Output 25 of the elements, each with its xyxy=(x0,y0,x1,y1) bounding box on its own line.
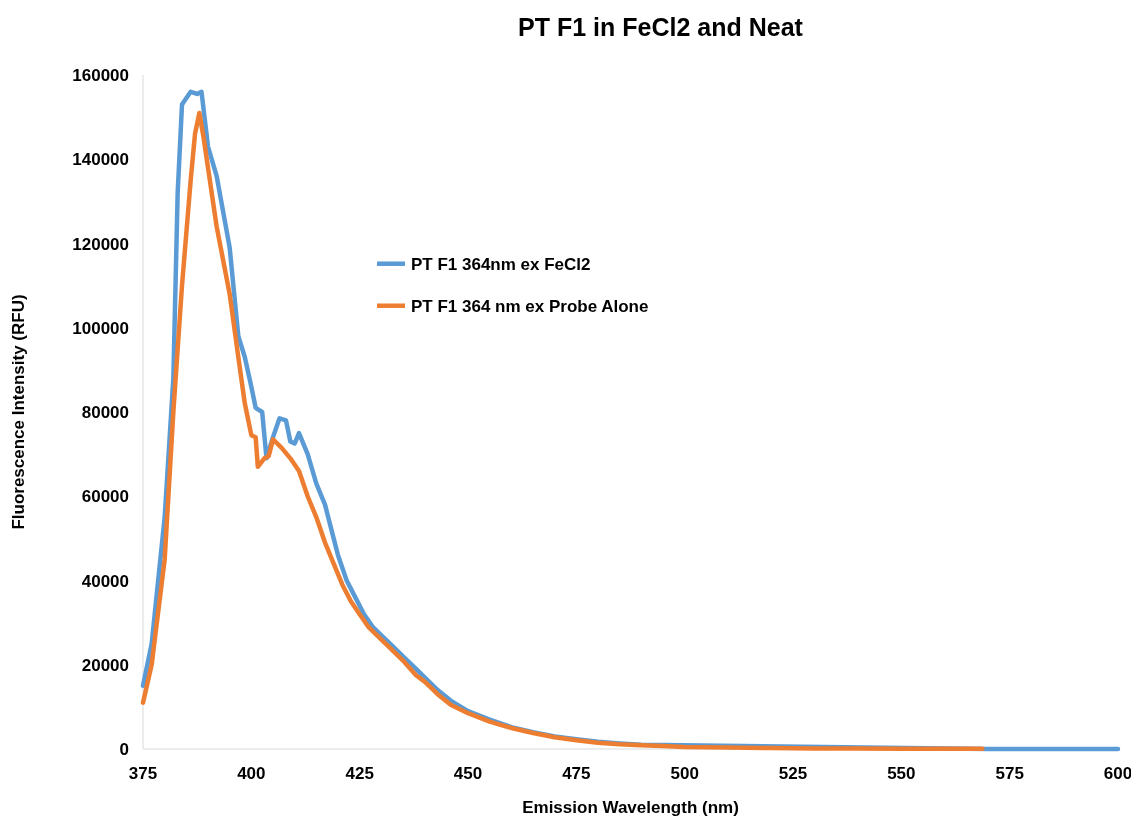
chart-title: PT F1 in FeCl2 and Neat xyxy=(518,13,804,41)
y-tick-label: 100000 xyxy=(72,318,129,338)
x-axis-title: Emission Wavelength (nm) xyxy=(522,798,739,817)
x-tick-label: 450 xyxy=(453,764,483,783)
legend-label: PT F1 364nm ex FeCl2 xyxy=(411,254,591,274)
x-tick-label: 600 xyxy=(1103,764,1133,783)
x-tick-label: 475 xyxy=(562,764,591,783)
x-tick-label: 575 xyxy=(995,764,1024,783)
x-tick-label: 525 xyxy=(778,764,808,783)
line-series xyxy=(140,110,985,752)
y-tick-label: 40000 xyxy=(81,571,129,591)
y-tick-label: 120000 xyxy=(72,234,129,254)
y-tick-label: 160000 xyxy=(72,66,129,85)
y-tick-label: 0 xyxy=(119,740,129,759)
y-tick-label: 140000 xyxy=(72,150,129,170)
y-axis-title: Fluorescence Intensity (RFU) xyxy=(9,294,28,530)
x-tick-label: 425 xyxy=(345,764,374,783)
y-tick-label: 60000 xyxy=(81,487,129,507)
x-tick-label: 550 xyxy=(887,764,916,783)
x-tick-label: 500 xyxy=(670,764,699,783)
x-tick-label: 400 xyxy=(237,764,266,783)
y-tick-label: 80000 xyxy=(81,403,129,422)
y-tick-label: 20000 xyxy=(81,655,129,675)
legend-label: PT F1 364 nm ex Probe Alone xyxy=(411,296,649,316)
x-tick-label: 375 xyxy=(128,764,158,783)
